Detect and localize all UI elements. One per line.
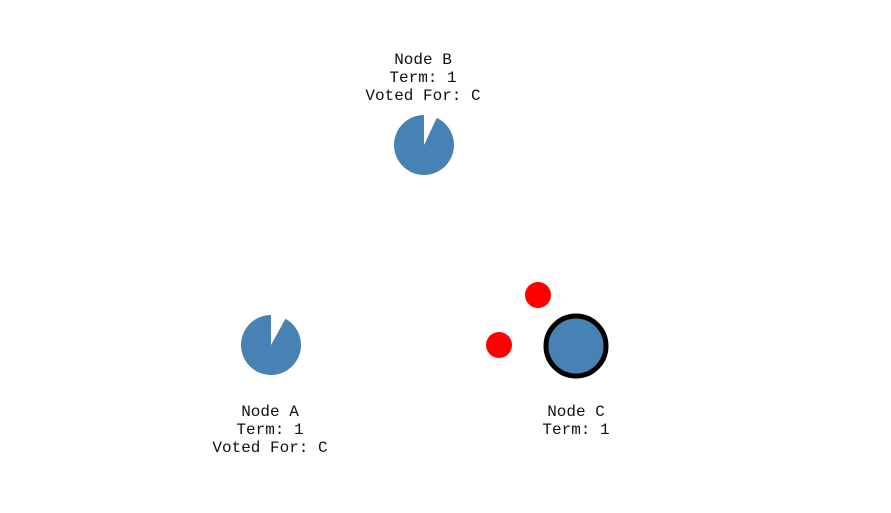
node-a-circle[interactable] (240, 315, 301, 376)
node-c[interactable]: Node C Term: 1 (542, 313, 610, 439)
message-c-to-b (525, 282, 551, 308)
node-b-voted-for: Voted For: C (365, 87, 480, 105)
node-b-name: Node B (394, 51, 452, 69)
node-a-name: Node A (241, 403, 299, 421)
message-c-to-a (486, 332, 512, 358)
node-c-term: Term: 1 (542, 421, 609, 439)
node-a-term: Term: 1 (236, 421, 303, 439)
node-b[interactable]: Node B Term: 1 Voted For: C (365, 51, 481, 175)
node-c-circle[interactable] (543, 313, 609, 379)
node-b-circle[interactable] (393, 114, 454, 175)
node-c-name: Node C (547, 403, 605, 421)
node-a[interactable]: Node A Term: 1 Voted For: C (212, 315, 328, 457)
node-b-term: Term: 1 (389, 69, 456, 87)
node-a-voted-for: Voted For: C (212, 439, 327, 457)
